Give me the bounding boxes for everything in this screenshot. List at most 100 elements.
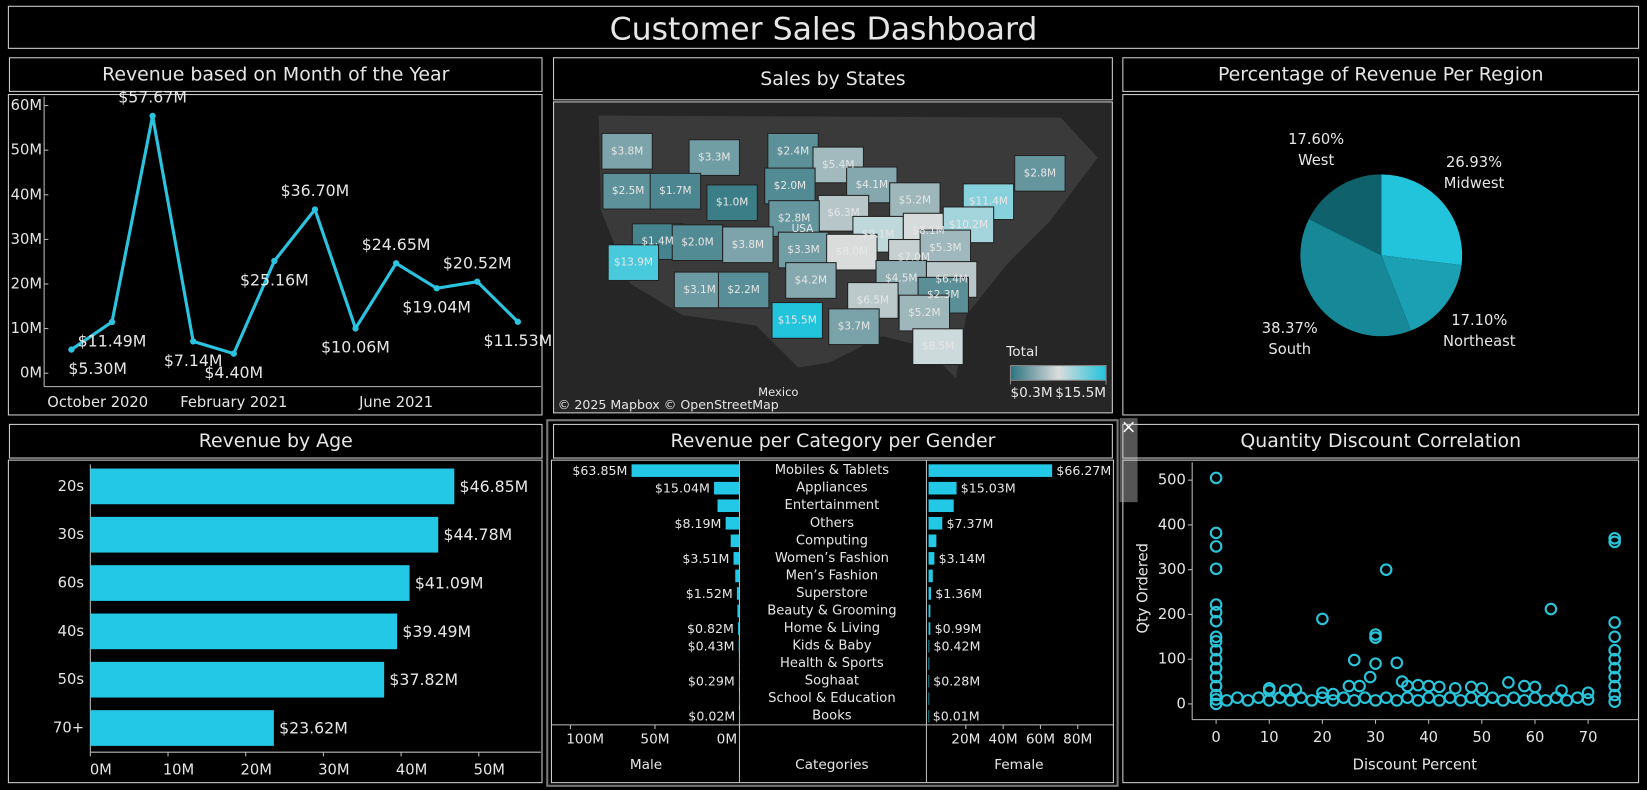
scatter-point — [1209, 562, 1223, 576]
scatter-point — [1209, 661, 1223, 675]
category-label: School & Education — [768, 691, 895, 706]
slice-value: 17.10% — [1451, 312, 1507, 329]
state — [601, 132, 653, 170]
scatter-point — [1209, 688, 1223, 702]
panel-header — [1122, 57, 1640, 92]
category-label: Soghaat — [805, 674, 859, 689]
x-tick-label: 30M — [318, 762, 349, 779]
x-tick-label: 40M — [396, 762, 427, 779]
pie-slice — [1381, 174, 1463, 266]
x-tick-label: 50 — [1472, 729, 1491, 746]
bar — [738, 674, 740, 688]
scatter-point — [1448, 681, 1462, 695]
bar — [928, 552, 935, 565]
bar — [738, 622, 740, 635]
x-tick-label: 60M — [1026, 732, 1055, 748]
state-label: $2.2M — [727, 284, 759, 296]
state-label: $2.5M — [612, 185, 644, 197]
data-label: $7.14M — [164, 351, 223, 370]
data-label: $0.01M — [933, 709, 980, 724]
state-label: $15.5M — [778, 314, 817, 326]
panel-selection — [546, 419, 1119, 787]
bar — [631, 464, 740, 477]
scatter-point — [1209, 630, 1223, 644]
y-tick-label: 20s — [58, 478, 84, 495]
state — [671, 224, 724, 262]
category-label: Computing — [796, 533, 868, 548]
panel-header — [1122, 423, 1640, 459]
scatter-point — [1390, 656, 1404, 670]
y-tick-label: 20M — [11, 275, 42, 292]
state — [828, 308, 880, 346]
x-tick-label: 20M — [241, 762, 272, 779]
state-label: $5.3M — [929, 242, 961, 254]
axis-title: Female — [994, 757, 1043, 773]
panel-header — [553, 423, 1113, 459]
data-label: $23.62M — [279, 719, 348, 738]
x-tick-label: 60 — [1526, 729, 1545, 746]
scatter-point — [1209, 471, 1223, 485]
data-label: $37.82M — [389, 670, 458, 689]
bar — [733, 552, 740, 565]
state-label: $3.1M — [683, 284, 715, 296]
panel-title: Quantity Discount Correlation — [1240, 430, 1521, 452]
state-label: $2.8M — [1024, 167, 1056, 179]
x-tick-label: 30 — [1366, 729, 1385, 746]
data-label: $0.82M — [687, 621, 734, 636]
line-point — [68, 346, 75, 353]
bar — [717, 499, 740, 513]
state-label: $10.2M — [949, 219, 988, 231]
legend-label: $15.5M — [1055, 385, 1106, 401]
data-label: $7.37M — [946, 516, 993, 531]
pie-slice — [1308, 174, 1382, 256]
panel-frame — [1122, 459, 1640, 784]
scatter-point — [1316, 612, 1329, 626]
bar — [928, 464, 1053, 477]
x-tick-label: 0M — [717, 732, 737, 748]
scatter-point — [1608, 532, 1621, 545]
y-tick-label: 60s — [58, 575, 84, 592]
bar — [738, 657, 740, 670]
scatter-point — [1209, 614, 1223, 628]
bar — [928, 622, 931, 635]
scatter-point — [1475, 681, 1489, 695]
y-tick-label: 60M — [11, 97, 42, 114]
x-tick-label: 80M — [1063, 732, 1092, 748]
scatter-point — [1608, 688, 1621, 702]
scatter-point — [1209, 634, 1223, 648]
line-point — [190, 338, 197, 345]
y-tick-label: 100 — [1158, 651, 1186, 668]
scatter-point — [1209, 670, 1223, 684]
line-point — [230, 350, 237, 357]
state-label: $3.3M — [698, 152, 730, 164]
scatter-point — [1608, 679, 1621, 693]
state-label: $2.0M — [774, 180, 806, 192]
category-label: Books — [812, 709, 852, 724]
bar — [90, 613, 398, 650]
data-label: $5.30M — [68, 359, 127, 378]
x-tick-label: February 2021 — [180, 394, 287, 411]
bar — [90, 516, 439, 553]
bar — [714, 481, 740, 495]
x-tick-label: June 2021 — [358, 394, 433, 411]
scatter-point — [1209, 526, 1223, 540]
data-label: $15.03M — [961, 481, 1016, 496]
panel-title: Sales by States — [760, 68, 905, 90]
data-label: $66.27M — [1056, 463, 1111, 478]
data-label: $11.49M — [78, 331, 147, 350]
data-label: $0.42M — [934, 639, 981, 654]
state-label: $8.1M — [912, 225, 944, 237]
x-tick-label: 100M — [566, 732, 604, 748]
data-label: $44.78M — [443, 525, 512, 544]
x-tick-label: 70 — [1579, 729, 1598, 746]
line-point — [149, 112, 156, 120]
bar — [928, 692, 930, 706]
data-label: $10.06M — [321, 338, 390, 357]
scatter-point — [1326, 687, 1340, 701]
state-label: $2.0M — [681, 237, 713, 249]
scatter-point — [1379, 563, 1393, 576]
state-label: $3.3M — [787, 244, 819, 256]
bar — [730, 534, 740, 548]
state — [912, 328, 964, 366]
dashboard-title: Customer Sales Dashboard — [610, 11, 1038, 47]
